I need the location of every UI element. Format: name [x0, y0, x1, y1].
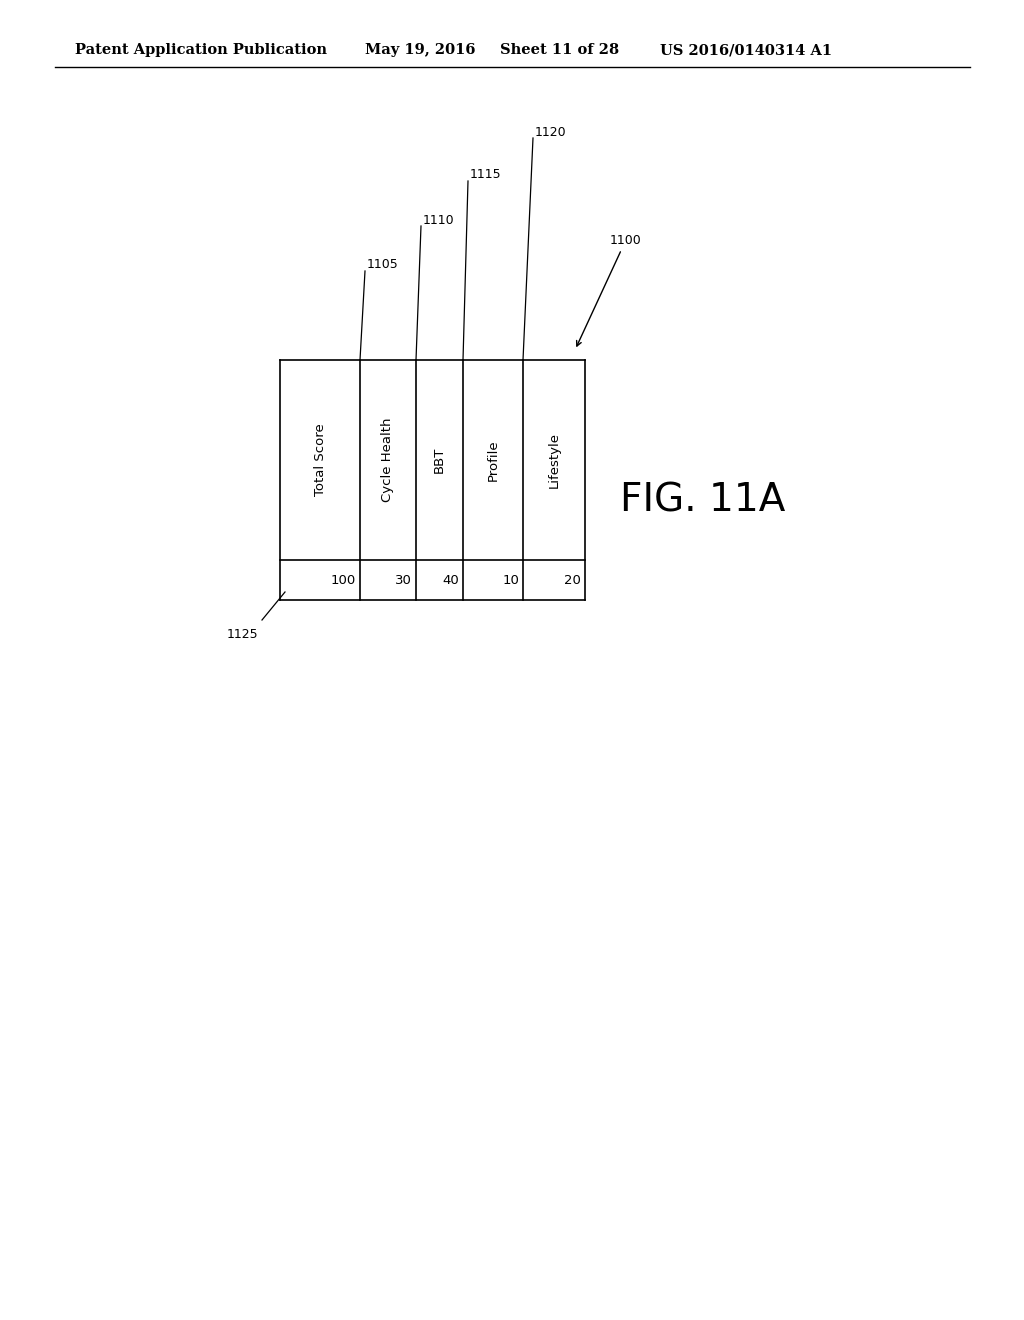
Text: Cycle Health: Cycle Health: [382, 417, 394, 502]
Text: 10: 10: [502, 573, 519, 586]
Text: 1105: 1105: [367, 259, 398, 272]
Text: May 19, 2016: May 19, 2016: [365, 44, 475, 57]
Text: Profile: Profile: [486, 440, 500, 480]
Text: 1115: 1115: [470, 169, 502, 181]
Text: Sheet 11 of 28: Sheet 11 of 28: [500, 44, 620, 57]
Text: 1100: 1100: [577, 234, 642, 346]
Text: Total Score: Total Score: [313, 424, 327, 496]
Text: BBT: BBT: [433, 446, 446, 473]
Text: 1110: 1110: [423, 214, 455, 227]
Text: 1120: 1120: [535, 125, 566, 139]
Text: FIG. 11A: FIG. 11A: [620, 480, 785, 519]
Text: 30: 30: [395, 573, 412, 586]
Text: 1125: 1125: [226, 628, 258, 642]
Text: 20: 20: [564, 573, 581, 586]
Text: 100: 100: [331, 573, 356, 586]
Text: US 2016/0140314 A1: US 2016/0140314 A1: [660, 44, 833, 57]
Text: 40: 40: [442, 573, 459, 586]
Text: Patent Application Publication: Patent Application Publication: [75, 44, 327, 57]
Text: Lifestyle: Lifestyle: [548, 432, 560, 488]
